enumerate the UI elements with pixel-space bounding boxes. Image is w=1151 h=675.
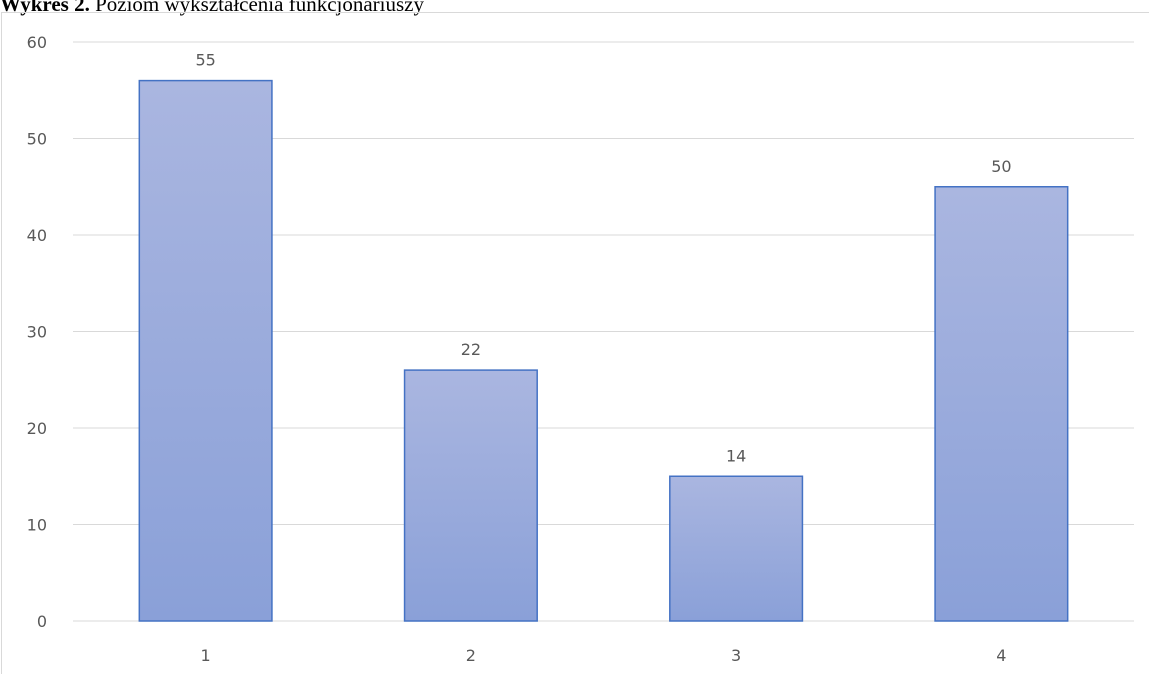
y-tick-label: 0 [37,612,47,631]
y-tick-label: 50 [27,130,47,149]
data-label-1: 55 [195,51,215,70]
y-axis-ticks: 0 10 20 30 40 50 60 [27,33,47,631]
y-tick-label: 20 [27,419,47,438]
bar-3 [669,475,804,622]
bar-4 [934,186,1069,622]
bars [138,79,1069,622]
y-tick-label: 60 [27,33,47,52]
x-tick-label: 3 [731,646,741,665]
y-tick-label: 40 [27,226,47,245]
data-label-3: 14 [726,446,746,465]
data-label-2: 22 [461,340,481,359]
x-axis-ticks: 1 2 3 4 [201,646,1007,665]
data-labels: 55 22 14 50 [195,51,1011,466]
bar-1 [138,79,273,622]
chart-frame [1,12,1149,674]
y-tick-label: 30 [27,323,47,342]
x-tick-label: 4 [996,646,1006,665]
x-tick-label: 1 [201,646,211,665]
data-label-4: 50 [991,157,1011,176]
x-tick-label: 2 [466,646,476,665]
y-tick-label: 10 [27,516,47,535]
bar-2 [403,369,538,622]
